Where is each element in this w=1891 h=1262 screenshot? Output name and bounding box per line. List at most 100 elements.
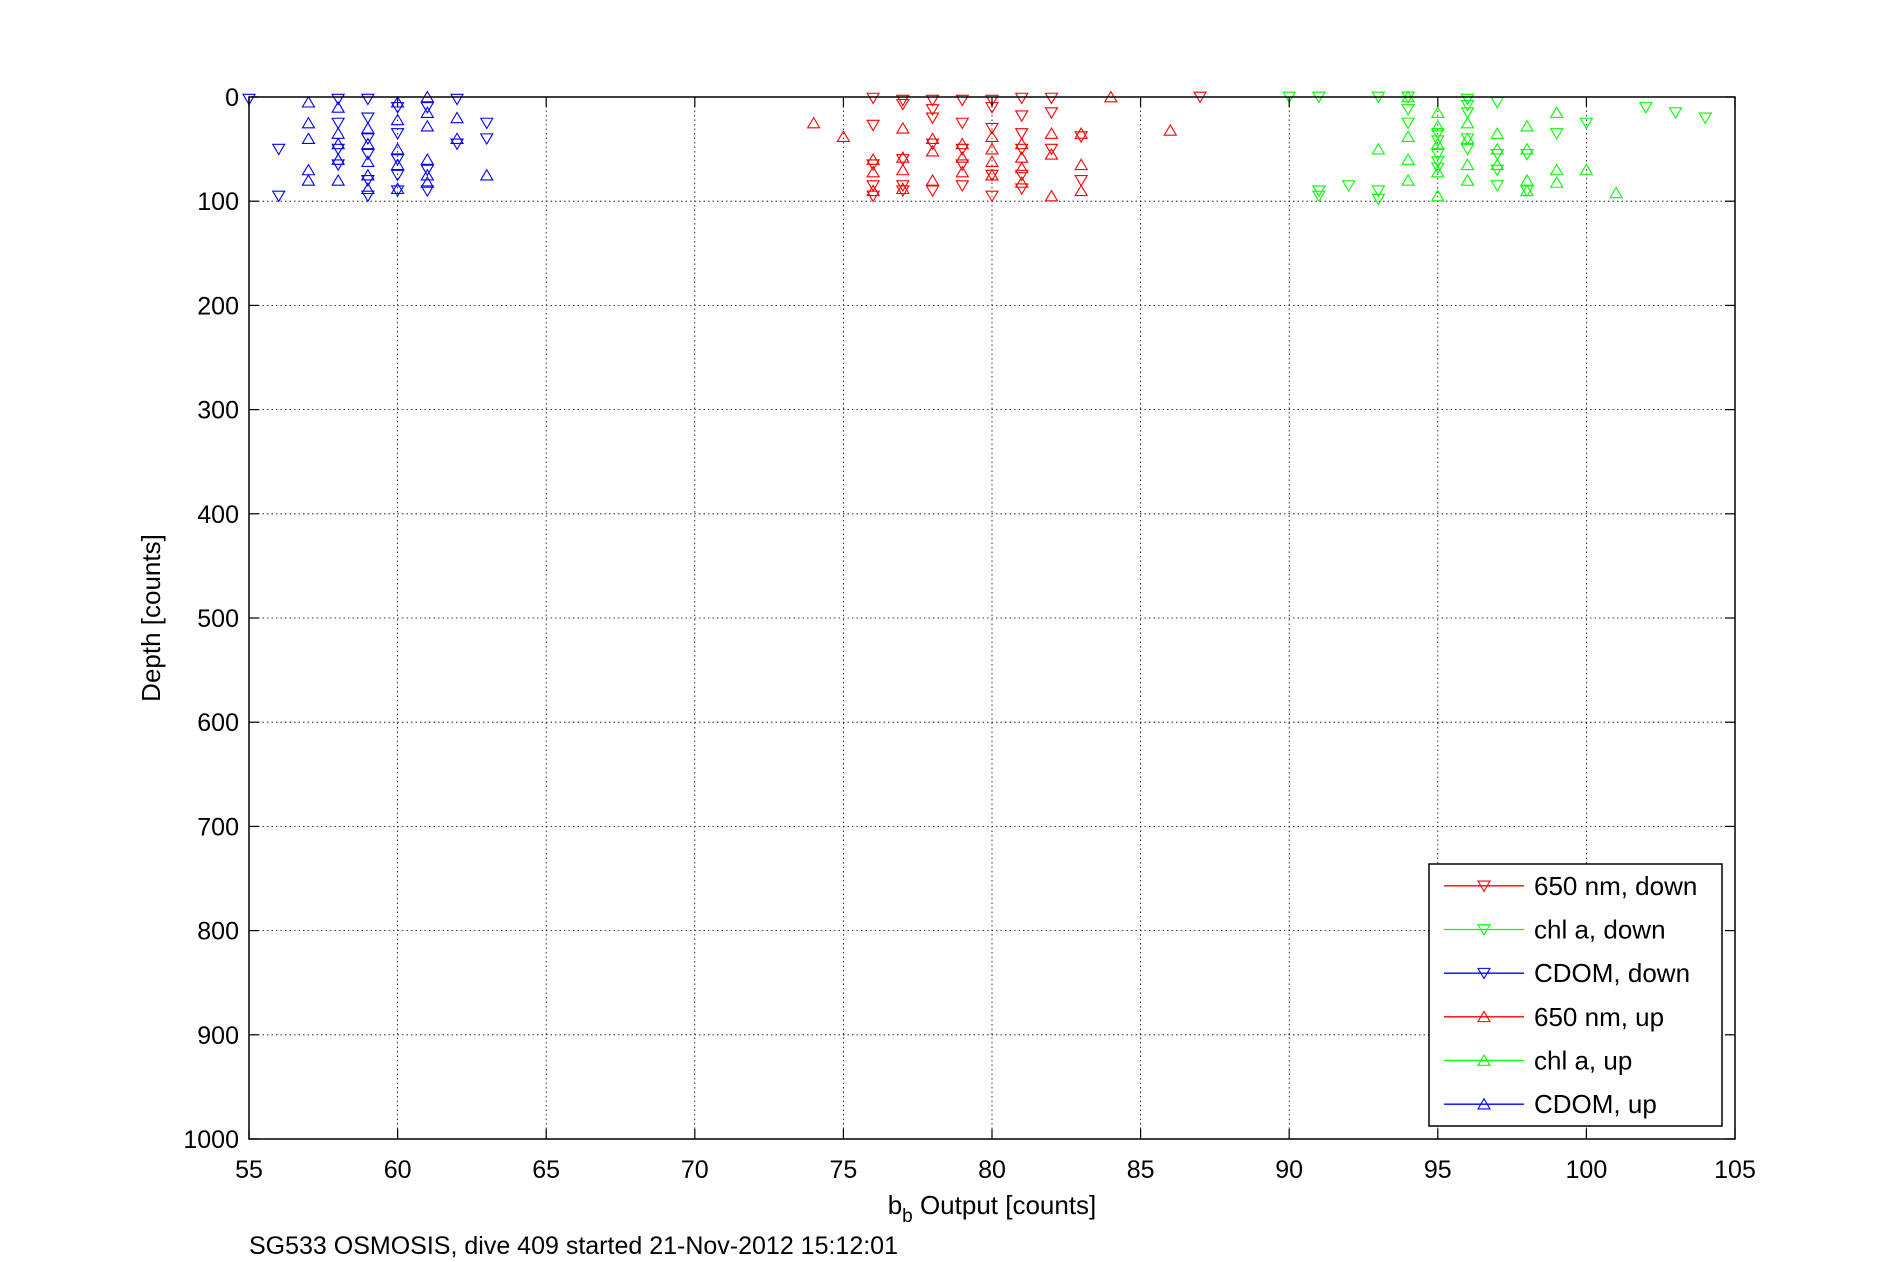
- data-point: [1014, 183, 1029, 196]
- data-point: [895, 154, 910, 167]
- y-tick-label: 400: [197, 501, 239, 529]
- data-point: [1519, 184, 1534, 197]
- x-tick-label: 60: [384, 1156, 412, 1184]
- data-point: [1014, 110, 1029, 123]
- data-point: [985, 94, 999, 107]
- data-point: [390, 185, 405, 198]
- data-point: [895, 163, 910, 176]
- data-point: [1460, 116, 1475, 129]
- data-point: [1044, 126, 1059, 139]
- data-point: [1044, 92, 1059, 105]
- data-point: [360, 182, 375, 195]
- legend-entry: CDOM, down: [1444, 958, 1690, 988]
- data-point: [1401, 173, 1416, 186]
- data-point: [1490, 148, 1505, 161]
- series-3: [806, 90, 1178, 202]
- grid: [249, 97, 1735, 1139]
- data-point: [1044, 147, 1059, 160]
- data-point: [360, 133, 375, 146]
- data-point: [955, 150, 970, 163]
- legend-label: 650 nm, up: [1534, 1002, 1664, 1032]
- data-point: [1460, 143, 1475, 156]
- y-axis-label: Depth [counts]: [136, 534, 166, 702]
- data-point: [1579, 163, 1594, 176]
- data-point: [331, 93, 346, 106]
- data-point: [390, 95, 405, 108]
- x-tick-label: 55: [235, 1156, 263, 1184]
- data-point: [420, 119, 435, 132]
- data-point: [301, 132, 316, 145]
- data-point: [1490, 180, 1505, 193]
- data-point: [390, 128, 405, 140]
- data-point: [331, 126, 346, 139]
- data-point: [479, 117, 494, 130]
- legend-box: [1428, 863, 1723, 1127]
- data-point: [1074, 158, 1089, 171]
- data-point: [836, 130, 851, 142]
- x-tick-label: 90: [1275, 1156, 1303, 1184]
- legend-label: chl a, up: [1534, 1046, 1632, 1076]
- data-point: [1549, 163, 1564, 176]
- data-point: [985, 168, 999, 181]
- data-point: [390, 169, 405, 182]
- data-point: [1401, 117, 1416, 130]
- data-point: [1430, 137, 1445, 150]
- x-tick-label: 100: [1566, 1156, 1608, 1184]
- data-point: [1014, 143, 1029, 156]
- data-point: [1519, 148, 1534, 161]
- data-point: [450, 132, 465, 145]
- data-point: [390, 182, 405, 195]
- data-point: [420, 164, 435, 177]
- data-point: [1549, 128, 1564, 140]
- data-point: [390, 113, 405, 126]
- data-point: [331, 100, 346, 113]
- data-point: [271, 143, 286, 156]
- data-point: [895, 182, 910, 195]
- x-tick-label: 95: [1424, 1156, 1452, 1184]
- data-point: [1371, 185, 1386, 198]
- data-point: [360, 175, 375, 187]
- data-point: [1341, 180, 1356, 193]
- data-point: [331, 143, 346, 156]
- data-point: [985, 190, 999, 203]
- data-point: [1460, 132, 1475, 145]
- data-point: [1163, 123, 1178, 136]
- data-point: [895, 94, 910, 107]
- data-points: [242, 90, 1713, 206]
- data-point: [331, 137, 346, 150]
- data-point: [1519, 119, 1534, 132]
- data-point: [895, 150, 910, 163]
- data-point: [1311, 190, 1326, 203]
- data-point: [1430, 165, 1445, 178]
- data-point: [301, 95, 316, 108]
- legend-entry: 650 nm, up: [1444, 1002, 1664, 1032]
- data-point: [1698, 112, 1713, 125]
- data-point: [1519, 185, 1534, 198]
- data-point: [301, 173, 316, 186]
- data-point: [1044, 189, 1059, 202]
- data-point: [1430, 106, 1445, 118]
- data-point: [955, 180, 970, 193]
- data-point: [1044, 107, 1059, 120]
- data-point: [866, 159, 881, 172]
- data-point: [450, 138, 465, 151]
- data-point: [866, 190, 881, 203]
- legend-marker: [1477, 880, 1491, 893]
- data-point: [1014, 161, 1029, 174]
- data-point: [1460, 99, 1475, 112]
- series-4: [1371, 90, 1624, 202]
- x-axis-label-rest: Output [counts]: [913, 1190, 1097, 1220]
- data-point: [1668, 107, 1683, 120]
- data-point: [985, 130, 999, 142]
- legend-entry: 650 nm, down: [1444, 871, 1697, 901]
- y-tick-label: 0: [225, 84, 239, 112]
- data-point: [360, 168, 375, 181]
- y-tick-label: 800: [197, 918, 239, 946]
- data-point: [1371, 193, 1386, 206]
- data-point: [331, 153, 346, 165]
- data-point: [1460, 173, 1475, 186]
- data-point: [1074, 126, 1089, 139]
- data-point: [360, 121, 375, 134]
- data-point: [1044, 143, 1059, 156]
- data-point: [1074, 184, 1089, 197]
